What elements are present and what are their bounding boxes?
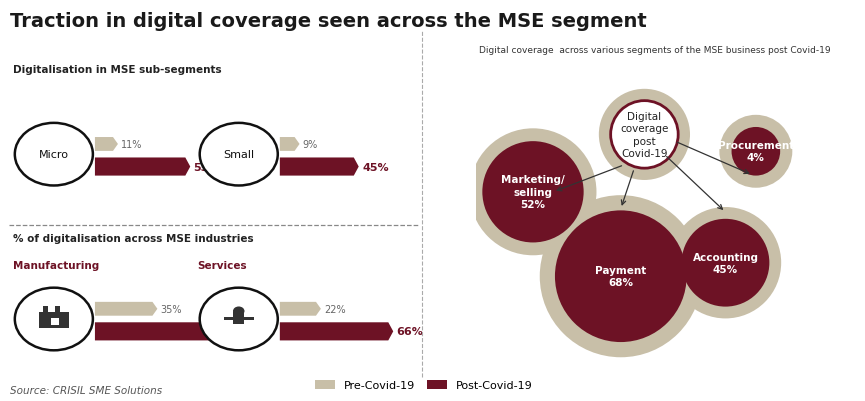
Text: % of digitalisation across MSE industries: % of digitalisation across MSE industrie… [13,234,253,244]
Text: Accounting
45%: Accounting 45% [693,252,759,274]
Text: Digital
coverage
post
Covid-19: Digital coverage post Covid-19 [620,111,669,159]
Circle shape [611,101,678,169]
Text: 35%: 35% [161,304,183,314]
FancyBboxPatch shape [224,318,253,320]
Text: 9%: 9% [303,140,318,150]
Text: 45%: 45% [362,162,388,172]
Text: Small: Small [223,150,254,160]
FancyBboxPatch shape [233,313,245,324]
Polygon shape [280,158,359,176]
Text: 22%: 22% [324,304,346,314]
Circle shape [200,124,278,186]
Text: Payment
68%: Payment 68% [595,265,646,288]
Polygon shape [280,322,394,340]
Polygon shape [95,302,157,316]
Text: Digitalisation in MSE sub-segments: Digitalisation in MSE sub-segments [13,64,221,74]
Polygon shape [280,302,321,316]
Text: 55%: 55% [194,162,220,172]
Circle shape [732,128,780,176]
Polygon shape [95,138,118,152]
Circle shape [470,129,597,256]
Text: 11%: 11% [121,140,143,150]
Polygon shape [280,138,299,152]
Text: Source: CRISIL SME Solutions: Source: CRISIL SME Solutions [10,385,163,395]
Circle shape [15,124,93,186]
Polygon shape [95,322,216,340]
Circle shape [15,288,93,350]
Circle shape [540,196,702,357]
Circle shape [682,219,769,307]
Text: 71%: 71% [220,326,247,336]
Text: Manufacturing: Manufacturing [13,260,99,270]
Circle shape [720,115,792,188]
Text: Procurement
4%: Procurement 4% [718,141,794,163]
Text: Traction in digital coverage seen across the MSE segment: Traction in digital coverage seen across… [10,12,647,31]
Legend: Pre-Covid-19, Post-Covid-19: Pre-Covid-19, Post-Covid-19 [311,375,537,395]
FancyBboxPatch shape [50,318,59,325]
Circle shape [483,142,584,243]
FancyBboxPatch shape [54,307,60,314]
Circle shape [200,288,278,350]
Circle shape [233,307,245,316]
FancyBboxPatch shape [39,313,68,328]
Polygon shape [95,158,190,176]
Circle shape [555,211,687,342]
Text: Services: Services [197,260,247,270]
Text: Digital coverage  across various segments of the MSE business post Covid-19: Digital coverage across various segments… [479,46,830,55]
Text: Micro: Micro [39,150,69,160]
FancyBboxPatch shape [43,307,48,314]
Text: Marketing/
selling
52%: Marketing/ selling 52% [501,175,565,210]
Circle shape [599,89,690,180]
Circle shape [670,207,781,319]
Text: 66%: 66% [396,326,423,336]
